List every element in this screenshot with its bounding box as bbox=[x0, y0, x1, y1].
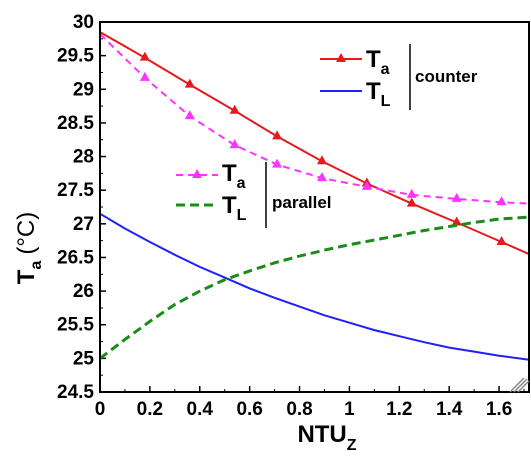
series-line-tl_parallel bbox=[99, 215, 530, 360]
point-ta_parallel bbox=[361, 180, 372, 190]
y-tick-label: 27 bbox=[73, 214, 94, 235]
point-ta_counter bbox=[406, 197, 417, 207]
point-ta_parallel bbox=[229, 139, 240, 149]
point-ta_parallel bbox=[406, 188, 417, 198]
series-line-ta_counter bbox=[99, 31, 530, 256]
legend-ta-parallel-label: Ta bbox=[222, 160, 246, 192]
corner-hatch bbox=[509, 377, 530, 393]
point-ta_counter bbox=[451, 216, 462, 226]
point-ta_parallel bbox=[139, 71, 150, 81]
x-tick-label: 1.4 bbox=[436, 399, 463, 420]
x-tick-label: 1.2 bbox=[386, 399, 412, 420]
point-ta_parallel bbox=[316, 172, 327, 182]
y-tick-label: 25 bbox=[73, 348, 95, 369]
point-ta_parallel bbox=[272, 158, 283, 168]
y-tick-labels: 24.5 25 25.5 26 26.5 27 27.5 28 28.5 29 29.5 30 bbox=[57, 12, 94, 403]
x-tick-label: 0.8 bbox=[286, 399, 312, 420]
y-tick-label: 27.5 bbox=[57, 180, 94, 201]
y-tick-label: 29 bbox=[73, 79, 94, 100]
x-tick-label: 0 bbox=[95, 399, 106, 420]
y-tick-label: 25.5 bbox=[57, 315, 94, 336]
legend-tl-parallel-label: TL bbox=[222, 192, 247, 224]
x-tick-label: 0.2 bbox=[137, 399, 163, 420]
x-axis-title: NTUZ bbox=[297, 421, 356, 454]
legend-parallel-group-label: parallel bbox=[272, 193, 332, 212]
series-line-ta_parallel bbox=[99, 33, 530, 205]
point-ta_parallel bbox=[496, 196, 507, 206]
series-line-tl_counter bbox=[99, 212, 530, 361]
legend-ta-counter-label: Ta bbox=[366, 46, 390, 78]
y-tick-label: 26 bbox=[73, 281, 94, 302]
legend-counter: Ta TL counter bbox=[320, 44, 478, 110]
point-ta_parallel bbox=[451, 192, 462, 202]
x-tick-label: 0.4 bbox=[187, 399, 214, 420]
series-lines bbox=[99, 31, 530, 361]
x-tick-labels: 0 0.2 0.4 0.6 0.8 1 1.2 1.4 1.6 bbox=[95, 399, 513, 420]
legend-counter-group-label: counter bbox=[415, 67, 478, 86]
point-ta_counter bbox=[272, 130, 283, 140]
legend-parallel: Ta TL parallel bbox=[176, 160, 332, 228]
x-tick-label: 1 bbox=[344, 399, 355, 420]
legend-tl-counter-label: TL bbox=[366, 78, 391, 110]
legend-ta-counter-marker bbox=[336, 53, 346, 62]
y-axis-title: Ta(°C) bbox=[13, 212, 45, 285]
x-tick-label: 0.6 bbox=[236, 399, 262, 420]
point-ta_counter bbox=[139, 51, 150, 61]
point-ta_counter bbox=[229, 104, 240, 114]
legend-ta-parallel-marker bbox=[192, 169, 202, 178]
plot-frame bbox=[99, 21, 530, 393]
y-tick-label: 28.5 bbox=[57, 113, 94, 134]
x-tick-label: 1.6 bbox=[486, 399, 512, 420]
point-ta_counter bbox=[184, 78, 195, 88]
y-tick-label: 26.5 bbox=[57, 247, 94, 268]
point-ta_counter bbox=[316, 155, 327, 165]
point-ta_parallel bbox=[184, 110, 195, 120]
y-tick-label: 28 bbox=[73, 147, 94, 168]
y-tick-label: 30 bbox=[73, 12, 94, 33]
y-tick-label: 24.5 bbox=[57, 382, 94, 403]
y-tick-label: 29.5 bbox=[57, 46, 94, 67]
point-ta_counter bbox=[496, 235, 507, 245]
